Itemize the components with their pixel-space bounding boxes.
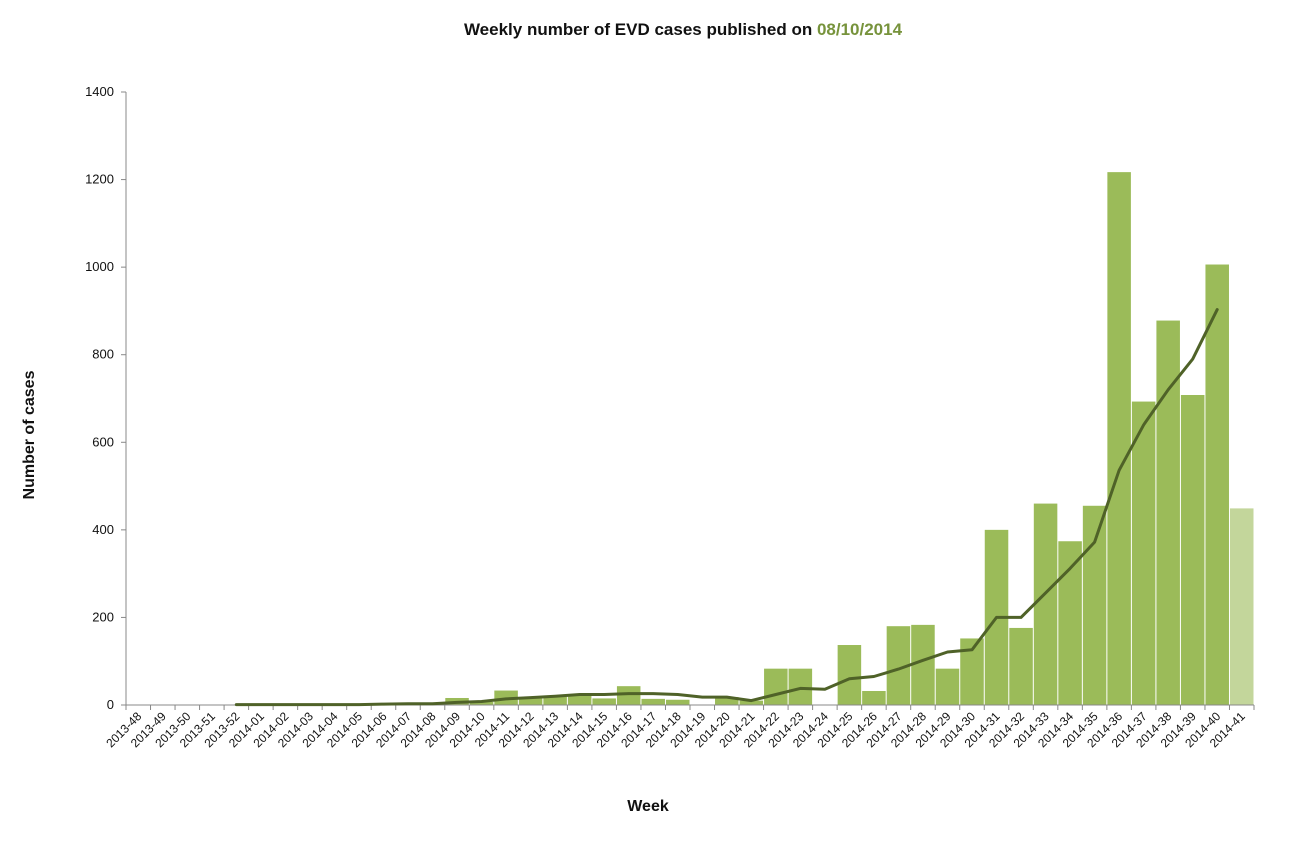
bar-2014-12: [518, 698, 543, 705]
bar-2014-17: [641, 698, 665, 705]
bar-2014-35: [1082, 505, 1107, 705]
bar-2014-25: [837, 645, 862, 705]
bar-2014-10: [469, 701, 494, 705]
y-tick-label: 1400: [85, 84, 114, 99]
bar-2014-39: [1180, 394, 1205, 705]
trend-line: [234, 308, 1219, 707]
bar-2014-40: [1205, 264, 1229, 705]
bar-2014-41: [1229, 508, 1254, 705]
bar-2014-36: [1107, 172, 1131, 705]
y-tick-label: 1000: [85, 259, 114, 274]
bar-2014-15: [592, 698, 616, 705]
bar-2014-22: [764, 668, 788, 705]
y-tick-label: 1200: [85, 172, 114, 187]
bar-2014-14: [567, 694, 592, 705]
bar-2014-28: [911, 624, 935, 705]
bar-2014-13: [543, 696, 567, 705]
bar-2014-37: [1131, 401, 1156, 705]
y-tick-label: 0: [107, 697, 114, 712]
bar-2014-26: [862, 690, 886, 705]
bar-2014-32: [1009, 627, 1033, 705]
chart-title: Weekly number of EVD cases published on …: [0, 20, 1296, 40]
y-tick-label: 400: [92, 522, 114, 537]
bar-2014-33: [1033, 503, 1058, 705]
chart-title-text: Weekly number of EVD cases published on: [463, 20, 813, 39]
y-tick-label: 800: [92, 347, 114, 362]
bar-2014-38: [1156, 320, 1180, 705]
bar-2014-21: [739, 700, 764, 705]
bar-2014-18: [665, 699, 690, 705]
y-tick-label: 600: [92, 434, 114, 449]
bar-2014-30: [960, 638, 984, 705]
bar-2014-34: [1058, 541, 1082, 705]
chart-title-date: 08/10/2014: [816, 20, 903, 39]
x-axis-label: Week: [627, 798, 669, 815]
y-tick-label: 200: [92, 609, 114, 624]
bar-2014-20: [715, 697, 739, 705]
bar-2014-23: [788, 668, 813, 705]
bar-2014-29: [935, 668, 960, 705]
bar-2014-27: [886, 626, 911, 705]
bar-2014-16: [616, 686, 641, 705]
